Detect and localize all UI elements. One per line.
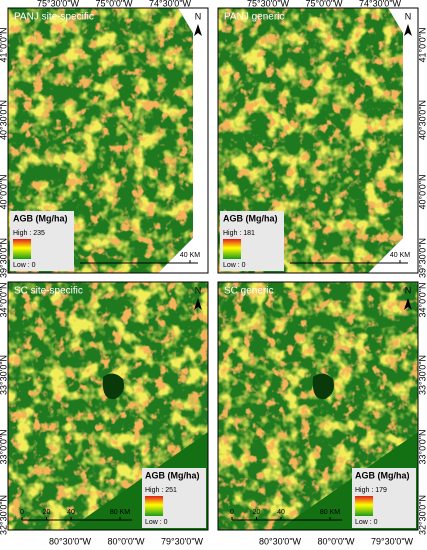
panel-border — [7, 281, 209, 531]
panel-border — [217, 281, 419, 531]
north-label: N — [195, 11, 202, 21]
legend-ramp — [223, 239, 241, 259]
panel-border — [217, 7, 419, 274]
legend-ramp — [355, 496, 373, 516]
north-arrow — [194, 24, 202, 36]
latitude-label: 40°0'0"N — [0, 174, 8, 209]
legend-title: AGB (Mg/ha) — [223, 213, 278, 223]
scale-label: 20 — [253, 509, 261, 516]
latitude-label: 34°0'0"N — [417, 282, 427, 317]
longitude-label: 74°30'0"W — [359, 0, 402, 8]
legend-high: High : 235 — [13, 230, 45, 237]
map-panel: SC generic N AGB (Mg/ha) High : 179 Low : 0 0… — [217, 281, 419, 531]
longitude-label: 75°30'0"W — [247, 0, 290, 8]
longitude-label: 75°0'0"W — [95, 0, 133, 8]
latitude-label: 32°30'0"N — [417, 495, 427, 535]
legend-high: High : 179 — [355, 487, 387, 494]
legend-title: AGB (Mg/ha) — [145, 470, 200, 480]
longitude-label: 75°0'0"W — [305, 0, 343, 8]
panel-title: SC site-specific — [14, 286, 83, 297]
latitude-label: 33°0'0"N — [417, 429, 427, 464]
legend-high: High : 181 — [223, 230, 255, 237]
north-arrow — [404, 24, 412, 36]
longitude-label: 74°30'0"W — [149, 0, 192, 8]
scale-label: 40 — [277, 509, 285, 516]
latitude-label: 41°0'0"N — [0, 27, 8, 62]
latitude-label: 32°30'0"N — [0, 495, 8, 535]
latitude-label: 40°30'0"N — [417, 100, 427, 140]
north-label: N — [195, 285, 202, 295]
panel-title: PANJ generic — [224, 12, 284, 23]
map-panel: SC site-specific N AGB (Mg/ha) High : 251 Lo… — [7, 281, 209, 531]
scale-label: 40 KM — [390, 252, 410, 259]
latitude-label: 40°0'0"N — [417, 174, 427, 209]
scale-label: 40 — [67, 509, 75, 516]
scale-label: 20 — [43, 509, 51, 516]
legend-low: Low : 0 — [145, 519, 168, 526]
water-body — [312, 373, 334, 400]
north-label: N — [405, 285, 412, 295]
panel-border — [7, 7, 209, 274]
longitude-label: 80°0'0"W — [317, 536, 355, 546]
latitude-label: 40°30'0"N — [0, 100, 8, 140]
scale-label: 80 KM — [320, 509, 340, 516]
panel-title: PANJ site-specific — [14, 12, 94, 23]
scale-label: 0 — [230, 509, 234, 516]
latitude-label: 33°30'0"N — [417, 355, 427, 395]
water-body — [102, 373, 124, 400]
legend-low: Low : 0 — [223, 262, 246, 269]
longitude-label: 80°0'0"W — [107, 536, 145, 546]
panel-title: SC generic — [224, 286, 273, 297]
legend-title: AGB (Mg/ha) — [355, 470, 410, 480]
map-panel: PANJ generic N AGB (Mg/ha) High : 181 Low : … — [217, 7, 419, 274]
longitude-label: 79°30'0"W — [161, 536, 204, 546]
latitude-label: 39°30'0"N — [417, 238, 427, 278]
scale-label: 40 KM — [180, 252, 200, 259]
scale-label: 80 KM — [110, 509, 130, 516]
legend-low: Low : 0 — [355, 519, 378, 526]
legend-high: High : 251 — [145, 487, 177, 494]
north-arrow — [404, 298, 412, 310]
map-panel: PANJ site-specific N AGB (Mg/ha) High : 235… — [7, 7, 209, 274]
legend-ramp — [13, 239, 31, 259]
north-arrow — [194, 298, 202, 310]
latitude-label: 33°30'0"N — [0, 355, 8, 395]
longitude-label: 80°30'0"W — [259, 536, 302, 546]
scale-label: 0 — [20, 509, 24, 516]
raster — [8, 282, 208, 530]
latitude-label: 34°0'0"N — [0, 282, 8, 317]
legend-ramp — [145, 496, 163, 516]
latitude-label: 41°0'0"N — [417, 27, 427, 62]
longitude-label: 80°30'0"W — [49, 536, 92, 546]
legend-title: AGB (Mg/ha) — [13, 213, 68, 223]
north-label: N — [405, 11, 412, 21]
latitude-label: 33°0'0"N — [0, 429, 8, 464]
latitude-label: 39°30'0"N — [0, 238, 8, 278]
legend-low: Low : 0 — [13, 262, 36, 269]
longitude-label: 75°30'0"W — [37, 0, 80, 8]
longitude-label: 79°30'0"W — [371, 536, 414, 546]
